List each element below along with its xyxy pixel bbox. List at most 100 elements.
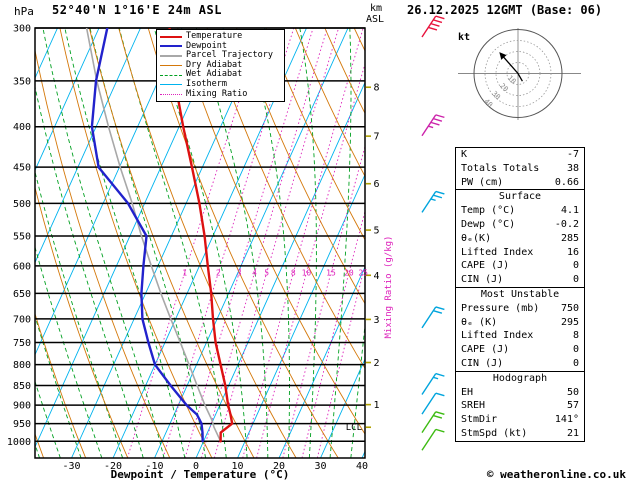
profiles <box>85 28 234 443</box>
svg-text:3: 3 <box>237 269 242 278</box>
table-row-label: Temp (°C) <box>461 205 516 217</box>
station-title: 52°40'N 1°16'E 24m ASL <box>52 3 222 17</box>
table-row: K -7 <box>456 148 584 162</box>
table-row-label: EH <box>461 386 474 398</box>
table-row-label: PW (cm) <box>461 176 504 188</box>
svg-text:4: 4 <box>374 271 380 282</box>
wind-barb-400 <box>421 114 445 137</box>
chart-background <box>35 28 365 458</box>
svg-text:4: 4 <box>252 269 257 278</box>
pressure-unit-label: hPa <box>14 5 34 18</box>
svg-text:750: 750 <box>13 338 31 349</box>
table-row-value: 57 <box>566 400 579 412</box>
table-row-label: θₑ (K) <box>461 316 498 328</box>
hodograph-ring-label: 40 <box>482 97 494 109</box>
kt-label: kt <box>458 32 470 43</box>
svg-text:1: 1 <box>182 269 187 278</box>
legend: Temperature Dewpoint Parcel Trajectory Dry … <box>156 29 285 103</box>
svg-text:500: 500 <box>13 199 31 210</box>
hodograph-ring <box>506 62 530 85</box>
table-row-label: Lifted Index <box>461 330 534 342</box>
mixing-ratio-lines <box>126 28 365 458</box>
asl-unit-label: ASL <box>366 14 385 25</box>
legend-item-mixing_ratio: Mixing Ratio <box>160 88 281 100</box>
table-row-label: StmSpd (kt) <box>461 427 528 439</box>
svg-text:7: 7 <box>374 132 380 143</box>
table-row-value: 50 <box>566 386 579 398</box>
legend-swatch-wet_adiabat <box>160 74 182 76</box>
table-row: CIN (J) 0 <box>456 357 584 371</box>
legend-item-temperature: Temperature <box>160 31 281 42</box>
svg-text:6: 6 <box>374 179 380 190</box>
svg-text:5: 5 <box>264 269 269 278</box>
table-row: Totals Totals 38 <box>456 162 584 176</box>
temperature-curve <box>168 28 234 443</box>
table-row: θₑ (K) 295 <box>456 316 584 330</box>
mixing-ratio-value-labels: 1 2 3 4 5 8 10 15 20 25 <box>182 269 368 278</box>
table-row-value: 0.66 <box>554 176 579 188</box>
wind-barb-700 <box>421 306 445 329</box>
svg-text:350: 350 <box>13 76 31 87</box>
legend-label: Dewpoint <box>186 40 227 51</box>
wind-barb-300 <box>421 15 445 38</box>
hodograph-ring-label: 20 <box>498 82 510 94</box>
svg-text:400: 400 <box>13 122 31 133</box>
svg-text:1: 1 <box>374 400 380 411</box>
svg-text:30: 30 <box>314 461 326 472</box>
indices-table: K -7 Totals Totals 38 PW (cm) 0.66 Surface Temp… <box>455 147 585 442</box>
table-row-value: -7 <box>566 149 579 160</box>
table-row: CAPE (J) 0 <box>456 259 584 273</box>
svg-text:1000: 1000 <box>7 437 31 448</box>
legend-label: Temperature <box>186 31 243 41</box>
legend-swatch-dry_adiabat <box>160 65 182 67</box>
hodograph-trace <box>502 55 523 82</box>
svg-text:950: 950 <box>13 419 31 430</box>
svg-text:2: 2 <box>216 269 221 278</box>
table-section: Most Unstable Pressure (mb) 750 θₑ (K) 295 Li… <box>456 286 584 371</box>
table-row-value: 4.1 <box>560 205 579 217</box>
table-section: Hodograph EH 50 SREH 57 StmDir 141° StmSpd (kt)… <box>456 370 584 441</box>
table-row-value: 21 <box>566 427 579 439</box>
svg-text:15: 15 <box>326 269 336 278</box>
legend-label: Dry Adiabat <box>186 59 243 70</box>
hodograph-ring-label: 10 <box>506 74 518 86</box>
wind-barbs <box>421 15 445 451</box>
legend-label: Parcel Trajectory <box>186 50 273 61</box>
table-row-label: StmDir <box>461 414 498 426</box>
table-row: θₑ(K) 285 <box>456 232 584 246</box>
svg-text:40: 40 <box>356 461 368 472</box>
copyright-label: © weatheronline.co.uk <box>486 468 626 481</box>
table-row-value: 0 <box>572 260 579 272</box>
skewt-chart: 3003504004505005506006507007508008509009… <box>7 15 445 472</box>
table-row-value: 141° <box>554 414 579 426</box>
wind-barb-500 <box>421 190 445 213</box>
table-row-label: K <box>461 149 468 160</box>
dewpoint-curve <box>90 28 204 443</box>
table-section: Surface Temp (°C) 4.1 Dewp (°C) -0.2 θₑ(K) 285… <box>456 189 584 287</box>
table-row: Pressure (mb) 750 <box>456 302 584 316</box>
svg-text:600: 600 <box>13 261 31 272</box>
table-row-value: 285 <box>560 232 579 244</box>
table-row-label: Lifted Index <box>461 246 534 258</box>
table-row-value: 16 <box>566 246 579 258</box>
table-row: CAPE (J) 0 <box>456 343 584 357</box>
legend-label: Mixing Ratio <box>186 88 248 99</box>
table-row-value: 38 <box>566 162 579 174</box>
table-section: K -7 Totals Totals 38 PW (cm) 0.66 <box>456 148 584 189</box>
svg-text:2: 2 <box>374 358 380 369</box>
table-row: StmDir 141° <box>456 413 584 427</box>
wind-barb-850 <box>421 372 445 395</box>
hodograph-ring-label: 30 <box>490 90 502 102</box>
table-section-header: Surface <box>498 191 542 203</box>
hodograph-outer-ring <box>473 29 563 118</box>
table-row-label: CAPE (J) <box>461 260 510 272</box>
svg-text:800: 800 <box>13 360 31 371</box>
table-section-header: Hodograph <box>492 372 548 384</box>
svg-text:25: 25 <box>358 269 368 278</box>
wind-barb-900 <box>421 392 445 415</box>
hodograph-ring <box>484 40 552 107</box>
svg-text:-10: -10 <box>145 461 163 472</box>
hodograph-ring <box>495 51 541 96</box>
svg-text:-30: -30 <box>62 461 80 472</box>
